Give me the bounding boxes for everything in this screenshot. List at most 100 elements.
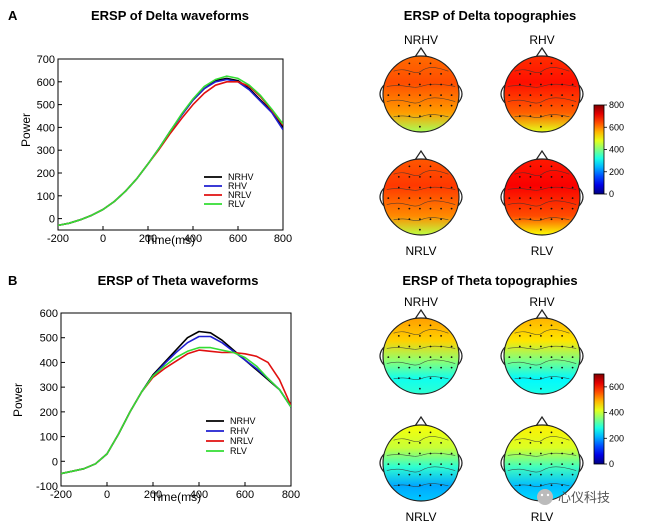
electrode-dot — [540, 431, 542, 434]
electrode-dot — [419, 62, 421, 65]
electrode-dot — [408, 73, 411, 75]
topo-condition-label: NRLV — [405, 510, 436, 524]
scalp-map — [382, 55, 460, 133]
electrode-dot — [440, 345, 442, 348]
electrode-dot — [397, 345, 400, 348]
electrode-dot — [397, 207, 400, 210]
electrode-dot — [550, 431, 553, 434]
left-ear-shape — [379, 84, 385, 104]
electrode-dot — [429, 452, 432, 455]
x-tick-label: 800 — [282, 489, 300, 501]
electrode-dot — [529, 73, 532, 75]
theta-x-axis-label: Time(ms) — [151, 490, 201, 504]
electrode-dot — [419, 335, 421, 337]
electrode-dot — [429, 94, 432, 96]
electrode-dot — [529, 463, 532, 465]
electrode-dot — [419, 176, 421, 178]
electrode-dot — [550, 62, 553, 65]
electrode-dot — [440, 366, 442, 369]
electrode-dot — [429, 484, 432, 487]
contour-line — [386, 345, 456, 350]
electrode-dot — [429, 473, 432, 476]
legend-label-rlv: RLV — [230, 446, 247, 456]
y-tick-label: 100 — [40, 432, 58, 444]
electrode-dot — [550, 165, 553, 168]
electrode-dot — [571, 104, 574, 107]
electrode-dot — [518, 176, 521, 178]
nose-shape — [414, 415, 428, 427]
electrode-dot — [550, 366, 553, 369]
contour-line — [386, 359, 456, 366]
electrode-dot — [561, 452, 563, 455]
electrode-dot — [450, 356, 453, 358]
electrode-dot — [387, 356, 390, 358]
electrode-dot — [408, 484, 411, 487]
colorbar-tick-label: 600 — [609, 382, 624, 392]
contour-line — [386, 186, 456, 191]
x-tick-label: 200 — [144, 489, 162, 501]
electrode-dot — [550, 345, 553, 348]
electrode-dot — [419, 115, 421, 118]
electrode-dot — [440, 176, 442, 178]
delta-series-lines — [58, 75, 283, 227]
left-ear-shape — [500, 187, 506, 207]
panel-letter-a: A — [8, 8, 18, 23]
electrode-dot — [440, 197, 442, 200]
electrode-dot — [561, 366, 563, 369]
electrode-dot — [440, 484, 442, 487]
electrode-dot — [397, 366, 400, 369]
electrode-dot — [518, 335, 521, 337]
scalp-map — [503, 317, 581, 395]
x-tick-label: 200 — [139, 233, 157, 245]
contour-line — [386, 466, 456, 473]
electrode-dot — [540, 324, 542, 327]
electrode-dot — [518, 345, 521, 348]
series-line-rhv — [58, 78, 283, 227]
electrode-dot — [540, 387, 542, 390]
electrode-dot — [540, 335, 542, 337]
electrode-dot — [397, 94, 400, 96]
electrode-dot — [429, 345, 432, 348]
electrode-dot — [419, 463, 421, 465]
nose-shape — [414, 308, 428, 320]
contour-line — [393, 67, 449, 73]
electrode-dot — [529, 83, 532, 86]
right-ear-shape — [578, 453, 584, 473]
electrode-dot — [571, 356, 574, 358]
wechat-icon — [537, 489, 553, 505]
electrode-dot — [540, 207, 542, 210]
electrode-dot — [440, 104, 442, 107]
electrode-dot — [440, 83, 442, 86]
electrode-dot — [429, 104, 432, 107]
electrode-dot — [450, 197, 453, 200]
electrode-dot — [450, 366, 453, 369]
electrode-dot — [529, 473, 532, 476]
electrode-dot — [450, 94, 453, 96]
electrode-dot — [550, 197, 553, 200]
nose-shape — [535, 149, 549, 161]
electrode-dot — [540, 366, 542, 369]
electrode-dot — [508, 356, 511, 358]
theta-x-ticks: -200 0 200 400 600 800 — [50, 482, 300, 501]
series-line-rlv — [58, 75, 283, 227]
electrode-dot — [397, 484, 400, 487]
electrode-dot — [561, 345, 563, 348]
y-tick-label: 500 — [37, 100, 55, 112]
electrode-dot — [540, 484, 542, 487]
x-tick-label: 0 — [104, 489, 110, 501]
electrode-dot — [429, 335, 432, 337]
electrode-dot — [561, 186, 563, 189]
contour-line — [507, 452, 577, 457]
electrode-dot — [561, 463, 563, 465]
electrode-dot — [550, 377, 553, 380]
electrode-dot — [397, 218, 400, 221]
electrode-dot — [450, 473, 453, 476]
colorbar-gradient — [593, 104, 605, 195]
electrode-dot — [440, 94, 442, 96]
electrode-dot — [408, 324, 411, 327]
colorbar-tick-label: 800 — [609, 100, 624, 110]
y-tick-label: 600 — [37, 77, 55, 89]
electrode-dot — [408, 431, 411, 434]
x-tick-label: 800 — [274, 233, 292, 245]
